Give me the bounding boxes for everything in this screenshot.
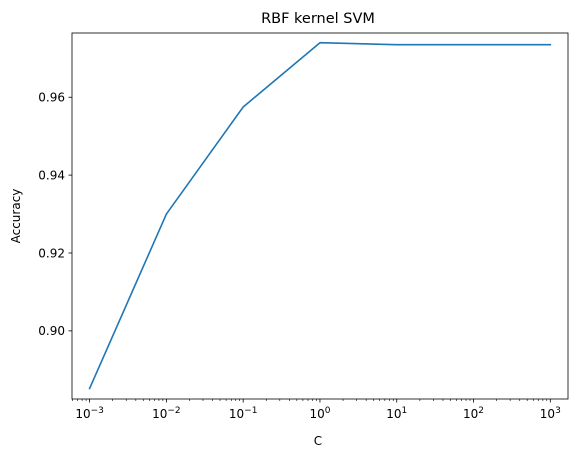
series-line [88, 41, 552, 390]
x-tick-label: 10−1 [229, 406, 258, 421]
x-tick-label: 100 [309, 406, 330, 421]
x-tick-label: 10−2 [152, 406, 181, 421]
x-axis-label: C [314, 434, 322, 448]
x-tick-label: 10−3 [75, 406, 104, 421]
y-tick-label: 0.96 [38, 91, 65, 105]
x-tick-label: 102 [463, 406, 484, 421]
y-tick-label: 0.92 [38, 246, 65, 260]
y-tick-label: 0.90 [38, 324, 65, 338]
y-axis-label: Accuracy [9, 189, 23, 244]
y-tick-label: 0.94 [38, 168, 65, 182]
series-layer [88, 41, 552, 390]
ticks-layer: 10−3 10−2 10−1 100 101 102 103 0.90 0.92 0.94 0.96 [38, 91, 561, 421]
x-tick-label: 101 [386, 406, 407, 421]
plot-area-frame [71, 32, 569, 400]
x-tick-label: 103 [540, 406, 561, 421]
chart-title: RBF kernel SVM [261, 11, 375, 27]
